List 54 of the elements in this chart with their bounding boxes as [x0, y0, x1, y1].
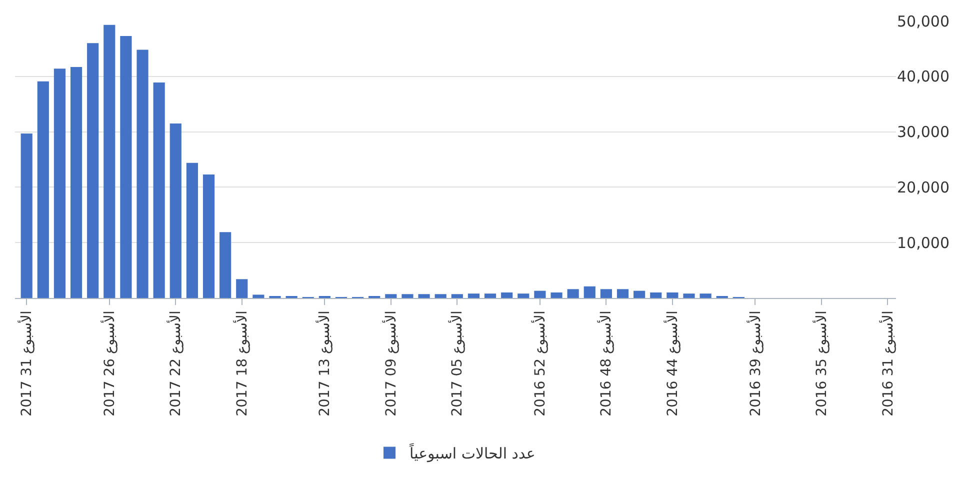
bar	[136, 50, 148, 298]
bar	[700, 294, 712, 298]
bar	[600, 289, 612, 298]
bar	[584, 286, 596, 298]
bar	[484, 294, 496, 298]
bar	[70, 66, 82, 298]
x-tick-label: 2016 48 الأسبوع	[596, 310, 615, 416]
bar	[186, 162, 198, 298]
y-tick-label: 10,000	[897, 234, 950, 252]
bar	[252, 294, 264, 298]
bar	[236, 279, 248, 298]
bar	[666, 292, 678, 298]
bar	[385, 294, 397, 298]
bar	[104, 24, 116, 298]
x-tick-label: 2016 31 الأسبوع	[878, 310, 896, 416]
x-tick-label: 2016 52 الأسبوع	[530, 310, 549, 416]
bar	[418, 294, 430, 298]
x-tick-label: 2017 26 الأسبوع	[100, 310, 118, 416]
x-tick-label: 2017 09 الأسبوع	[381, 310, 400, 416]
x-tick-label: 2016 35 الأسبوع	[812, 310, 830, 416]
bar	[54, 68, 66, 298]
bar	[434, 294, 446, 298]
legend-label: عدد الحالات اسبوعياً	[408, 442, 536, 463]
x-tick-label: 2017 22 الأسبوع	[166, 310, 184, 416]
y-tick-label: 40,000	[897, 68, 950, 86]
bar	[634, 290, 646, 298]
bar	[616, 289, 629, 298]
bar	[468, 294, 480, 298]
x-tick-label: 2016 44 الأسبوع	[662, 310, 681, 416]
bar	[220, 232, 232, 298]
x-tick-label: 2017 05 الأسبوع	[448, 310, 466, 416]
y-tick-label: 20,000	[897, 178, 950, 196]
bar	[402, 294, 414, 298]
bar	[120, 36, 132, 298]
y-tick-label: 50,000	[897, 12, 950, 30]
bar	[202, 174, 215, 298]
bar	[650, 292, 662, 298]
bar	[550, 292, 562, 298]
bar	[501, 292, 513, 298]
x-tick-label: 2017 31 الأسبوع	[17, 310, 36, 416]
bar	[153, 82, 165, 298]
bar	[683, 294, 695, 298]
bar	[518, 294, 530, 298]
bar	[37, 81, 49, 298]
x-tick-label: 2017 18 الأسبوع	[232, 310, 250, 416]
bar	[170, 123, 182, 298]
x-tick-label: 2016 39 الأسبوع	[746, 310, 764, 416]
x-tick-label: 2017 13 الأسبوع	[315, 310, 334, 416]
bar	[87, 43, 99, 298]
bar	[451, 294, 463, 298]
bar	[567, 289, 579, 298]
y-tick-label: 30,000	[897, 123, 950, 142]
bar	[534, 290, 546, 298]
bar	[20, 133, 32, 298]
